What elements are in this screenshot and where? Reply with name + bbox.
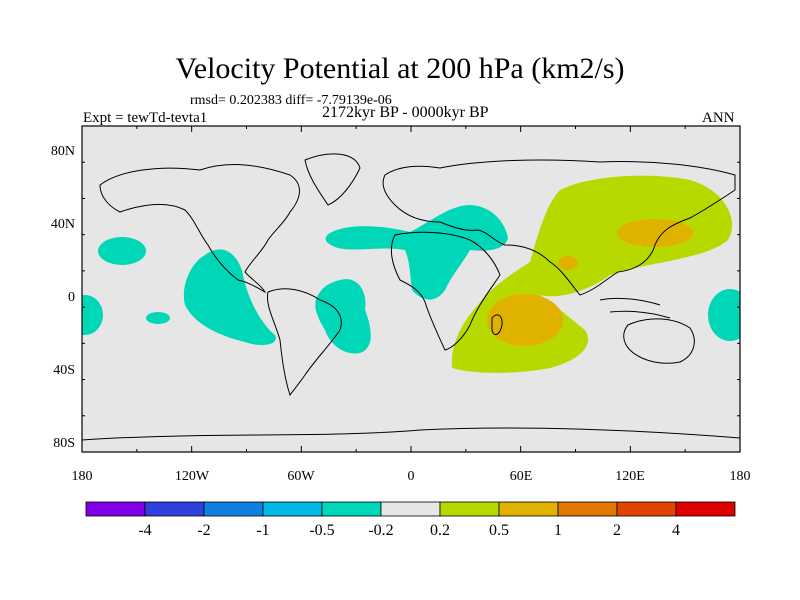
lon-label-120w: 120W: [175, 469, 210, 484]
negative-region-west-edge: [82, 295, 103, 335]
negative-region-south-atlantic: [315, 279, 371, 354]
period-label: 2172kyr BP - 0000kyr BP: [322, 104, 489, 121]
negative-region-small-south-pacific: [146, 312, 170, 324]
colorbar-label: 0.5: [489, 522, 509, 539]
coast-africa: [390, 231, 501, 351]
lon-label-0: 0: [408, 469, 415, 484]
coast-australia: [623, 318, 695, 364]
coast-indonesia: [599, 297, 671, 319]
positive-max-east-asia: [617, 219, 693, 247]
coast-madagascar: [491, 314, 503, 336]
coast-antarctica: [82, 427, 740, 441]
colorbar-label: -2: [197, 522, 210, 539]
lon-label-180w: 180: [72, 469, 93, 484]
colorbar-label: -0.5: [309, 522, 334, 539]
colorbar-label: 0.2: [430, 522, 450, 539]
lat-label-80s: 80S: [53, 436, 75, 451]
positive-max-india: [558, 256, 578, 270]
experiment-label: Expt = tewTd-tevta1: [83, 110, 208, 126]
colorbar-label: -4: [138, 522, 151, 539]
lat-label-80n: 80N: [51, 144, 75, 159]
colorbar-label: 4: [672, 522, 680, 539]
chart-title: Velocity Potential at 200 hPa (km2/s): [175, 52, 625, 85]
lat-label-0: 0: [68, 290, 75, 305]
lon-label-60e: 60E: [510, 469, 533, 484]
positive-max-indian-ocean: [487, 294, 563, 346]
coast-north-america: [99, 164, 300, 294]
colorbar-swatch: [203, 501, 264, 517]
lon-label-60w: 60W: [287, 469, 315, 484]
negative-region-south-pacific: [183, 249, 276, 346]
colorbar-label: 1: [554, 522, 562, 539]
lat-label-40n: 40N: [51, 217, 75, 232]
statistics-text: rmsd= 0.202383 diff= -7.79139e-06: [190, 93, 392, 108]
map-background: [82, 126, 740, 452]
season-label: ANN: [702, 110, 735, 126]
lat-label-40s: 40S: [53, 363, 75, 378]
colorbar-swatch: [675, 501, 736, 517]
coastlines: [82, 153, 740, 441]
colorbar-swatch: [498, 501, 559, 517]
coast-greenland: [304, 153, 361, 206]
colorbar-swatch: [439, 501, 500, 517]
negative-region-east-edge: [708, 289, 740, 341]
coast-south-america: [266, 288, 342, 397]
colorbar-label: -1: [256, 522, 269, 539]
colorbar-swatch: [262, 501, 323, 517]
colorbar: -4 -2 -1 -0.5 -0.2 0.2 0.5 1 2 4: [85, 501, 736, 539]
coast-eurasia: [382, 159, 736, 296]
colorbar-swatch: [321, 501, 382, 517]
colorbar-swatch: [557, 501, 618, 517]
colorbar-swatch: [380, 501, 441, 517]
colorbar-swatch: [616, 501, 677, 517]
colorbar-swatch: [144, 501, 205, 517]
lon-label-120e: 120E: [615, 469, 645, 484]
negative-region-atlantic-north: [325, 205, 508, 300]
colorbar-label: 2: [613, 522, 621, 539]
colorbar-swatch: [85, 501, 146, 517]
negative-region-north-pacific: [98, 237, 146, 265]
axis-ticks: [81, 125, 741, 453]
contour-fill-layer: [82, 175, 740, 373]
colorbar-label: -0.2: [368, 522, 393, 539]
lon-label-180e: 180: [730, 469, 751, 484]
